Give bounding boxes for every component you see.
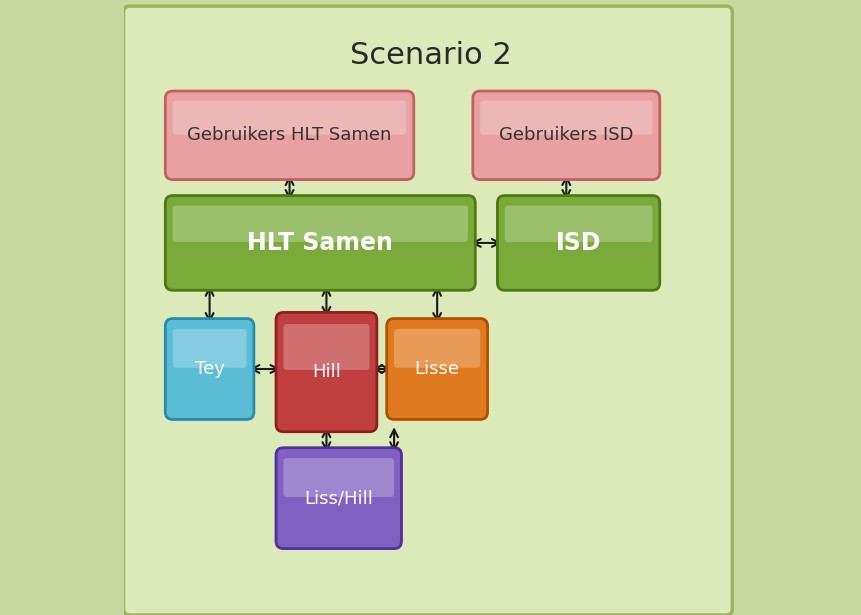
FancyBboxPatch shape — [172, 100, 406, 135]
FancyBboxPatch shape — [505, 205, 652, 242]
Text: Hill: Hill — [312, 363, 340, 381]
FancyBboxPatch shape — [393, 329, 480, 368]
Text: ISD: ISD — [555, 231, 601, 255]
FancyBboxPatch shape — [165, 91, 413, 180]
FancyBboxPatch shape — [283, 324, 369, 370]
FancyBboxPatch shape — [276, 312, 376, 432]
FancyBboxPatch shape — [497, 196, 659, 290]
FancyBboxPatch shape — [276, 448, 401, 549]
FancyBboxPatch shape — [172, 329, 246, 368]
Text: HLT Samen: HLT Samen — [247, 231, 393, 255]
FancyBboxPatch shape — [165, 196, 474, 290]
FancyBboxPatch shape — [387, 319, 487, 419]
FancyBboxPatch shape — [165, 319, 254, 419]
FancyBboxPatch shape — [123, 6, 732, 615]
Text: Scenario 2: Scenario 2 — [350, 41, 511, 70]
FancyBboxPatch shape — [283, 458, 393, 497]
Text: Lisse: Lisse — [414, 360, 459, 378]
FancyBboxPatch shape — [473, 91, 659, 180]
Text: Liss/Hill: Liss/Hill — [304, 489, 373, 507]
FancyBboxPatch shape — [172, 205, 468, 242]
Text: Gebruikers ISD: Gebruikers ISD — [499, 126, 633, 145]
FancyBboxPatch shape — [480, 100, 652, 135]
Text: Tey: Tey — [195, 360, 224, 378]
Text: Gebruikers HLT Samen: Gebruikers HLT Samen — [187, 126, 391, 145]
